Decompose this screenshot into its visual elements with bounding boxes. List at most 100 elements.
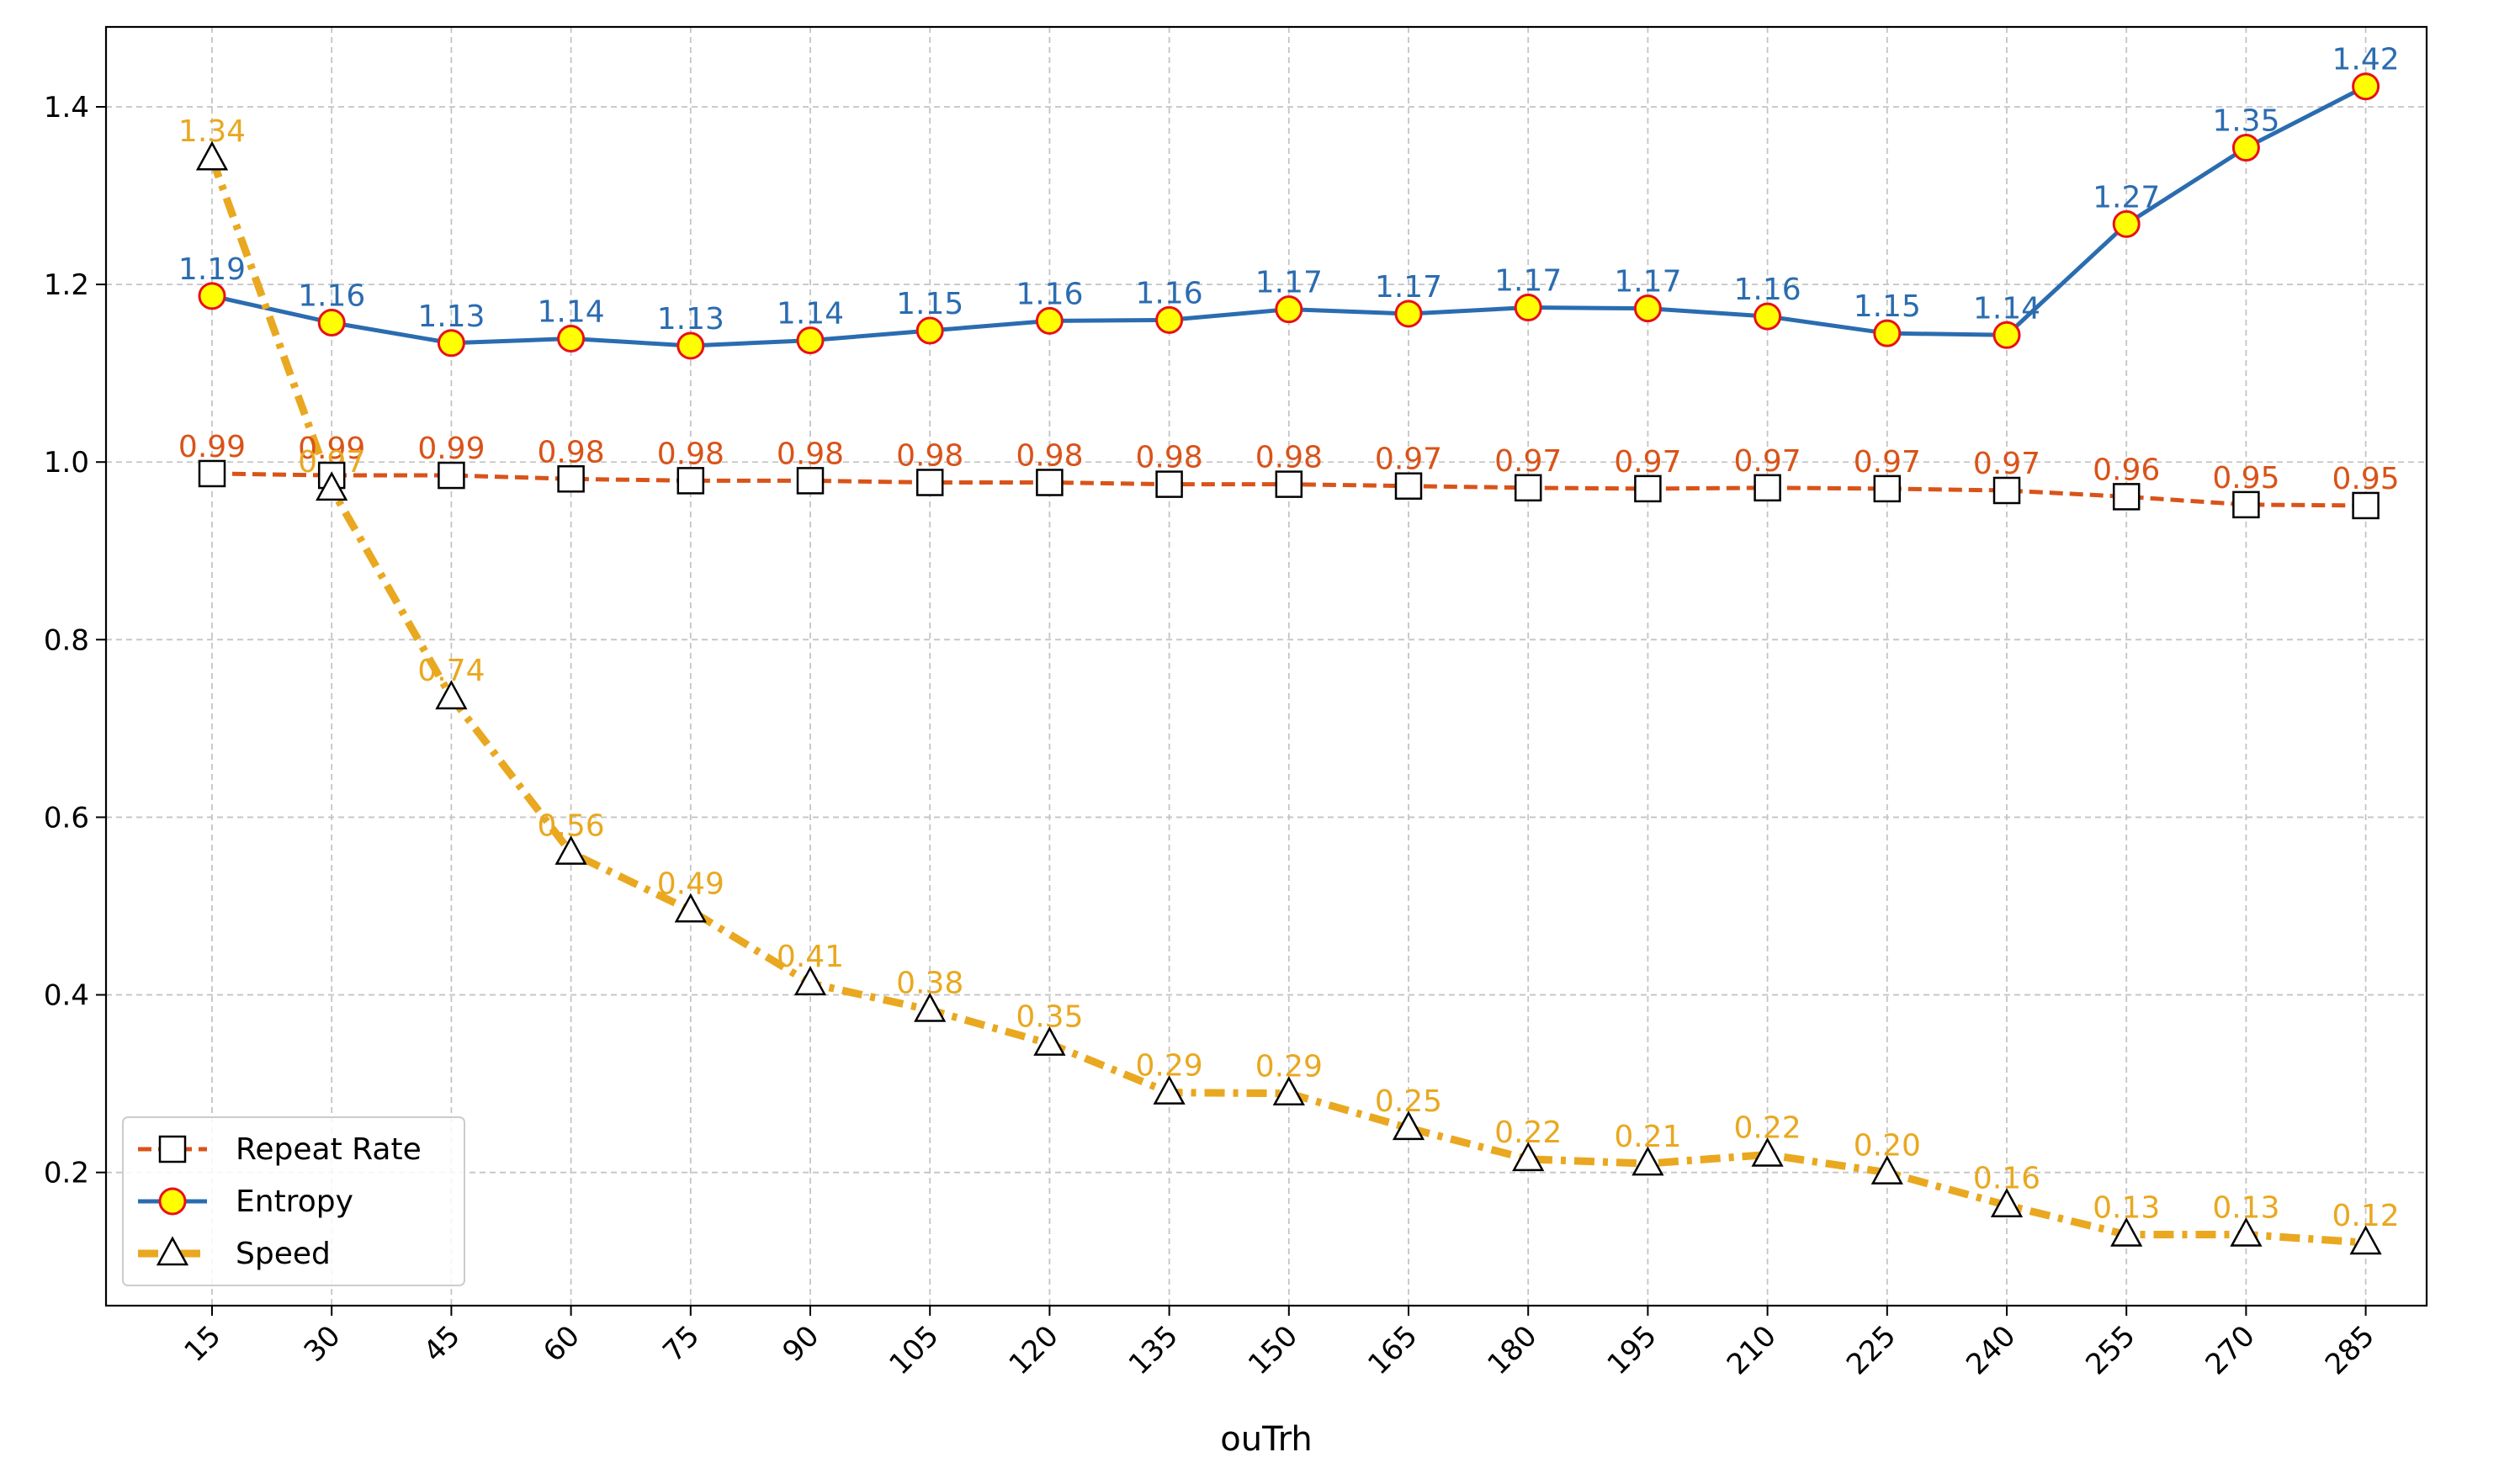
circle-marker xyxy=(198,282,226,310)
triangle-marker xyxy=(1751,1137,1784,1167)
legend: Repeat Rate Entropy Speed xyxy=(122,1116,465,1286)
data-label: 1.16 xyxy=(1016,277,1083,311)
data-label: 1.15 xyxy=(1854,289,1921,324)
circle-marker xyxy=(2231,134,2260,162)
circle-marker xyxy=(158,1187,187,1216)
square-marker xyxy=(1275,470,1303,498)
data-label: 1.16 xyxy=(298,279,365,314)
square-marker xyxy=(1754,474,1781,502)
data-label: 0.99 xyxy=(298,432,365,466)
data-label: 0.98 xyxy=(657,437,724,471)
data-label: 1.27 xyxy=(2093,180,2160,215)
square-marker xyxy=(2352,491,2380,520)
square-marker xyxy=(158,1135,187,1163)
data-label: 0.99 xyxy=(178,430,246,464)
data-label: 0.97 xyxy=(1854,445,1921,480)
triangle-marker xyxy=(1272,1076,1305,1105)
triangle-marker xyxy=(156,1236,189,1266)
data-label: 1.42 xyxy=(2332,43,2400,77)
legend-label: Repeat Rate xyxy=(236,1132,422,1167)
triangle-marker xyxy=(1870,1155,1903,1185)
data-label: 0.98 xyxy=(1136,441,1203,475)
triangle-marker xyxy=(554,835,587,865)
triangle-marker xyxy=(1392,1110,1425,1141)
square-marker xyxy=(915,469,944,496)
data-label: 0.95 xyxy=(2212,461,2279,496)
square-marker xyxy=(1873,474,1902,503)
circle-marker xyxy=(1275,295,1303,324)
square-marker xyxy=(1155,470,1183,498)
data-label: 1.14 xyxy=(538,295,605,330)
circle-marker xyxy=(915,316,944,345)
data-label: 0.98 xyxy=(777,437,844,471)
data-label: 1.13 xyxy=(657,302,724,337)
y-tick-label: 0.4 xyxy=(44,979,89,1013)
y-tick-label: 0.8 xyxy=(44,623,89,657)
legend-label: Entropy xyxy=(236,1185,353,1219)
triangle-marker xyxy=(2349,1225,2382,1255)
data-label: 1.16 xyxy=(1734,273,1801,307)
triangle-marker xyxy=(435,680,468,710)
data-label: 1.15 xyxy=(896,287,963,321)
triangle-marker xyxy=(1632,1146,1664,1176)
data-label: 0.98 xyxy=(1255,441,1323,475)
legend-box xyxy=(122,1116,465,1286)
square-marker xyxy=(198,459,226,488)
data-label: 0.97 xyxy=(1494,444,1562,479)
data-label: 1.19 xyxy=(178,252,246,287)
triangle-marker xyxy=(316,471,348,501)
y-tick-label: 1.2 xyxy=(44,268,89,302)
x-axis-title: ouTrh xyxy=(1220,1420,1312,1459)
y-tick-label: 1.4 xyxy=(44,91,89,125)
triangle-marker xyxy=(793,966,827,996)
grid xyxy=(106,27,2427,1306)
circle-marker xyxy=(2112,209,2141,238)
square-marker xyxy=(1036,469,1064,496)
y-tick-label: 0.2 xyxy=(44,1157,89,1190)
triangle-marker xyxy=(1990,1188,2024,1217)
data-label: 1.17 xyxy=(1614,265,1681,299)
square-marker xyxy=(557,465,585,493)
square-marker xyxy=(796,467,825,495)
circle-marker xyxy=(1514,294,1542,322)
data-label: 1.35 xyxy=(2212,104,2279,139)
data-label: 1.14 xyxy=(1973,291,2040,326)
data-label: 0.98 xyxy=(538,435,605,469)
square-marker xyxy=(676,467,705,495)
circle-marker xyxy=(1873,319,1902,347)
circle-marker xyxy=(796,326,825,355)
data-label: 1.17 xyxy=(1255,266,1323,300)
triangle-marker xyxy=(2230,1216,2263,1247)
data-label: 0.98 xyxy=(1016,439,1083,474)
series-markers xyxy=(195,72,2382,1255)
data-label: 0.97 xyxy=(1973,447,2040,481)
data-label: 1.16 xyxy=(1136,276,1203,310)
data-label: 0.97 xyxy=(1734,444,1801,479)
circle-marker xyxy=(2352,72,2380,101)
triangle-marker xyxy=(2110,1216,2143,1247)
triangle-marker xyxy=(914,992,947,1022)
data-label: 1.14 xyxy=(777,297,844,331)
triangle-marker xyxy=(1033,1026,1066,1056)
circle-marker xyxy=(1754,302,1782,331)
circle-marker xyxy=(1035,306,1064,335)
circle-marker xyxy=(557,325,586,352)
plot-frame xyxy=(104,25,2428,1307)
data-label: 1.17 xyxy=(1375,270,1442,305)
data-label: 1.13 xyxy=(417,299,485,334)
triangle-marker xyxy=(674,893,707,923)
circle-marker xyxy=(1155,305,1184,334)
data-label: 0.98 xyxy=(896,439,963,474)
data-label: 0.97 xyxy=(1375,443,1442,477)
data-label: 0.96 xyxy=(2093,453,2160,487)
data-label: 0.95 xyxy=(2332,462,2400,496)
circle-marker xyxy=(1992,321,2021,349)
circle-marker xyxy=(437,329,465,358)
legend-label: Speed xyxy=(236,1237,331,1271)
square-marker xyxy=(2232,490,2260,519)
y-tick-label: 1.0 xyxy=(44,446,89,480)
circle-marker xyxy=(317,309,346,337)
data-label: 0.97 xyxy=(1614,445,1681,480)
triangle-marker xyxy=(195,140,229,171)
square-marker xyxy=(438,461,465,490)
